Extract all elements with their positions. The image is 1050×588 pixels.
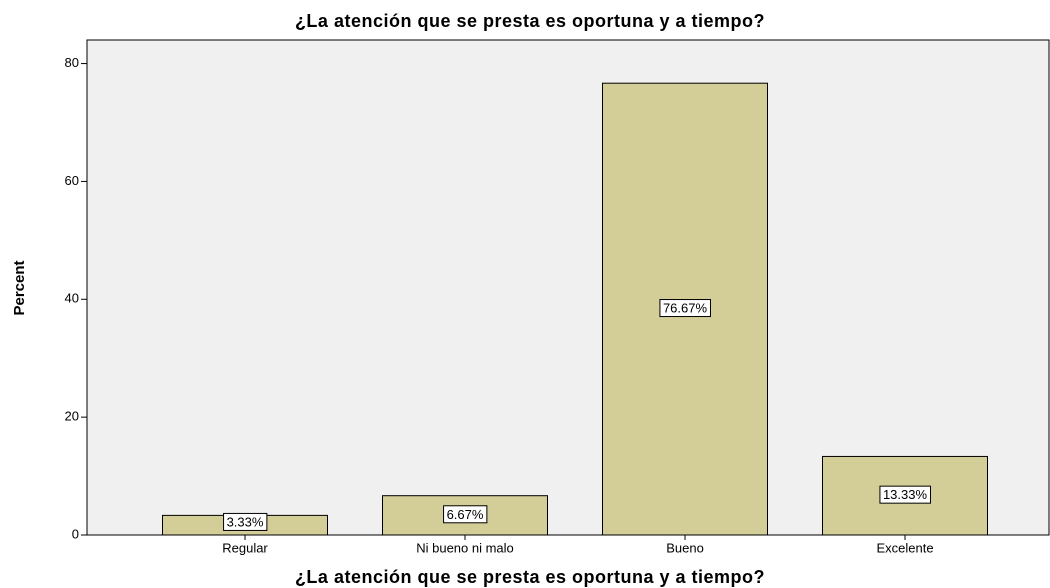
x-tick-label: Bueno (666, 540, 704, 555)
y-tick-label: 40 (65, 291, 79, 306)
y-tick-label: 60 (65, 173, 79, 188)
y-tick-label: 20 (65, 409, 79, 424)
y-axis-label: Percent (11, 260, 28, 315)
y-tick-label: 80 (65, 55, 79, 70)
chart-title: ¿La atención que se presta es oportuna y… (295, 11, 765, 31)
data-label-box (223, 512, 268, 531)
data-label-box (443, 505, 488, 524)
data-label: 76.67% (663, 301, 708, 316)
data-label: 13.33% (883, 487, 928, 502)
x-tick-label: Ni bueno ni malo (416, 540, 514, 555)
data-label: 3.33% (227, 514, 264, 529)
x-axis-label: ¿La atención que se presta es oportuna y… (295, 567, 765, 587)
x-tick-label: Excelente (876, 540, 933, 555)
x-tick-label: Regular (222, 540, 268, 555)
data-label: 6.67% (447, 507, 484, 522)
data-label-box (879, 485, 931, 504)
data-label-box (659, 299, 711, 318)
plot-area (86, 39, 1050, 536)
y-tick-label: 0 (72, 526, 79, 541)
